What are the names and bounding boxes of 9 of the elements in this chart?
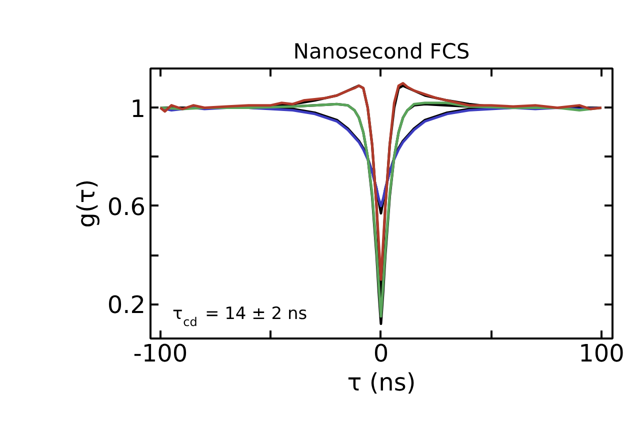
x-tick-label: 0	[373, 340, 389, 368]
chart-title: Nanosecond FCS	[293, 40, 470, 64]
y-axis-title: g(τ)	[72, 179, 100, 228]
y-tick-label: 0.6	[107, 192, 146, 221]
y-tick-label: 1	[130, 94, 146, 123]
x-tick-label: -100	[133, 340, 188, 368]
x-tick-label: 100	[578, 340, 624, 368]
x-axis-title: τ (ns)	[347, 368, 416, 396]
y-tick-label: 0.2	[107, 291, 146, 320]
